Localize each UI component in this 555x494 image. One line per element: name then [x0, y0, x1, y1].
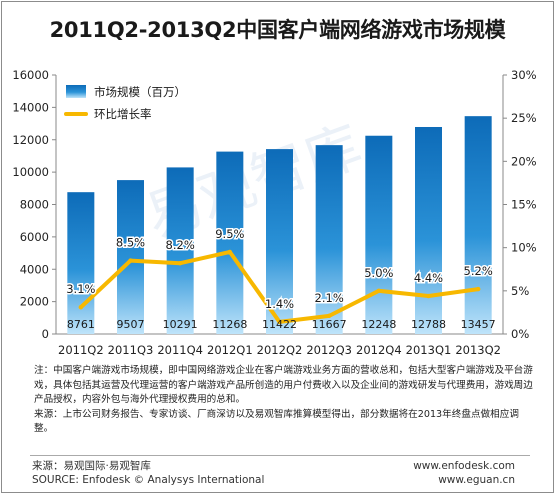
bar-value-label: 11667	[312, 318, 347, 331]
growth-rate-point	[376, 288, 382, 294]
bar	[315, 145, 343, 334]
y-right-tick-label: 15%	[511, 198, 537, 212]
bar	[266, 149, 293, 334]
growth-rate-label: 4.4%	[414, 271, 443, 285]
growth-rate-point	[177, 261, 183, 266]
y-left-tick-label: 16000	[12, 68, 49, 82]
bar-value-label: 8761	[67, 318, 95, 331]
legend-line-label: 环比增长率	[94, 107, 152, 121]
bar	[365, 135, 393, 334]
growth-rate-point	[277, 319, 282, 325]
y-left-tick-label: 8000	[20, 198, 49, 212]
growth-rate-point	[227, 249, 233, 255]
y-right-tick-label: 20%	[511, 154, 537, 168]
footnote-block: 注：中国客户端游戏市场规模，即中国网络游戏企业在客户端游戏业务方面的营收总和，包…	[34, 364, 534, 437]
y-left-tick-label: 10000	[12, 165, 49, 179]
chart-svg: 易观智库 02000400060008000100001200014000160…	[12, 68, 537, 357]
bar-value-label: 11422	[262, 318, 297, 331]
growth-rate-label: 3.1%	[66, 282, 95, 296]
footer-source: 来源：易观国际·易观智库 SOURCE: Enfodesk © Analysys…	[32, 459, 264, 487]
growth-rate-label: 2.1%	[315, 291, 344, 305]
y-right-tick-label: 5%	[511, 284, 529, 298]
footer-source-cn: 来源：易观国际·易观智库	[32, 460, 151, 472]
bar-value-label: 13457	[461, 318, 496, 331]
growth-rate-label: 1.4%	[265, 297, 294, 311]
y-left-tick-label: 14000	[12, 100, 49, 114]
growth-rate-label: 5.2%	[464, 264, 493, 278]
bar	[216, 151, 244, 334]
x-tick-label: 2011Q2	[58, 343, 104, 357]
growth-rate-point	[128, 258, 133, 263]
bar-value-label: 10291	[163, 318, 198, 331]
footer-links: www.enfodesk.com www.eguan.cn	[413, 459, 515, 487]
bar	[415, 126, 442, 334]
bar	[166, 167, 194, 334]
growth-rate-point	[326, 313, 332, 319]
growth-rate-point	[475, 286, 481, 292]
x-tick-label: 2012Q1	[207, 343, 253, 357]
growth-rate-label: 9.5%	[215, 227, 244, 241]
footer-url-eguan: www.eguan.cn	[438, 474, 515, 486]
legend-bar-label: 市场规模（百万）	[94, 85, 186, 99]
x-tick-label: 2012Q3	[306, 343, 352, 357]
bar	[67, 192, 95, 334]
footer-divider	[30, 455, 530, 456]
growth-rate-point	[426, 293, 431, 299]
bar-value-label: 9507	[117, 318, 145, 331]
y-left-tick-label: 6000	[20, 230, 49, 244]
bar	[464, 116, 492, 334]
bar-value-label: 12248	[361, 318, 396, 331]
y-left-tick-label: 12000	[12, 133, 49, 147]
bar-value-label: 11268	[212, 318, 247, 331]
note-definition: 注：中国客户端游戏市场规模，即中国网络游戏企业在客户端游戏业务方面的营收总和，包…	[34, 365, 533, 405]
x-tick-label: 2011Q3	[108, 343, 154, 357]
footer-url-enfodesk: www.enfodesk.com	[413, 460, 515, 472]
y-left-tick-label: 2000	[20, 295, 49, 309]
x-tick-label: 2012Q4	[356, 343, 402, 357]
x-tick-label: 2013Q2	[455, 343, 501, 357]
legend-bar-swatch	[66, 85, 86, 98]
growth-rate-label: 5.0%	[364, 266, 393, 280]
y-right-tick-label: 0%	[511, 327, 529, 341]
footer-source-en: SOURCE: Enfodesk © Analysys Internationa…	[32, 474, 265, 486]
growth-rate-point	[78, 305, 84, 310]
x-tick-label: 2012Q2	[257, 343, 303, 357]
note-source: 来源：上市公司财务报告、专家访谈、厂商深访以及易观智库推算模型得出，部分数据将在…	[34, 408, 519, 435]
bar-value-label: 12788	[411, 318, 446, 331]
x-tick-label: 2013Q1	[406, 343, 452, 357]
y-right-tick-label: 25%	[511, 111, 537, 125]
bar	[117, 180, 144, 334]
growth-rate-label: 8.5%	[116, 236, 145, 250]
chart-title: 2011Q2-2013Q2中国客户端网络游戏市场规模	[49, 18, 506, 42]
growth-rate-label: 8.2%	[166, 238, 195, 252]
y-right-tick-label: 30%	[511, 68, 537, 82]
y-left-tick-label: 0	[42, 327, 49, 341]
y-left-tick-label: 4000	[20, 262, 49, 276]
x-tick-label: 2011Q4	[157, 343, 203, 357]
y-right-tick-label: 10%	[511, 241, 537, 255]
